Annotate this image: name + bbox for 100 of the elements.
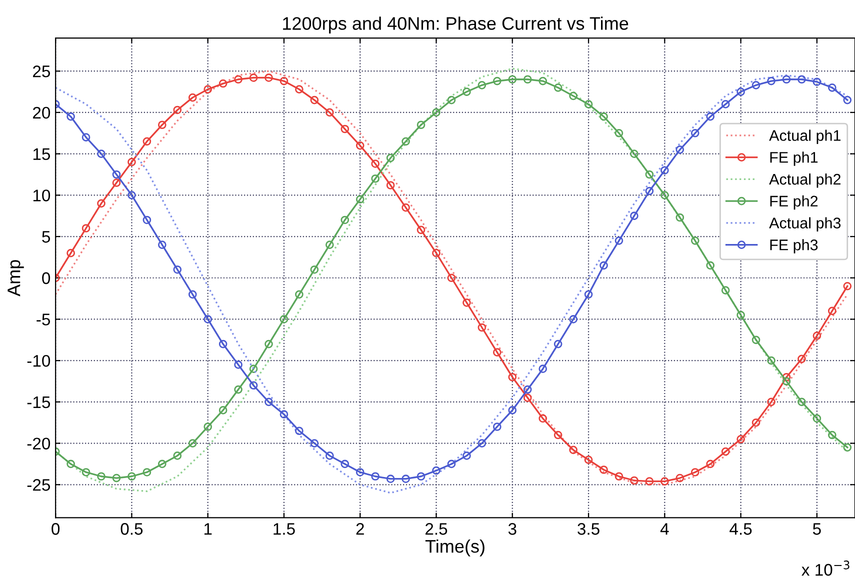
point [325,108,334,117]
point [538,76,548,86]
point [386,154,395,162]
point [614,236,624,245]
point [128,191,136,200]
point [249,364,258,374]
point [188,93,197,102]
point [249,74,258,82]
point [310,439,319,448]
point [736,88,745,96]
point [584,456,593,464]
point [188,439,197,448]
x-tick-label: 1.5 [274,523,295,535]
point [721,447,730,456]
point [218,340,228,348]
point [676,474,684,482]
point [249,381,258,390]
point [128,158,136,166]
point [340,216,350,224]
point [736,310,745,320]
point [660,477,669,486]
point [492,348,502,356]
point [112,474,121,482]
point [614,472,624,481]
y-axis-title: Amp [8,260,24,296]
point [569,315,578,324]
point [310,265,319,274]
point [630,476,638,485]
point [97,199,106,208]
point [173,265,182,274]
point [128,472,136,481]
point [554,430,562,440]
point [630,212,638,220]
point [569,92,578,100]
point [706,261,715,270]
point [523,394,532,402]
point [812,414,822,423]
point [736,434,745,444]
point [508,406,517,414]
point [843,443,852,452]
point [721,286,730,294]
x-tick-label: 1 [204,523,212,535]
point [356,195,364,204]
point [447,460,456,468]
point [584,100,593,108]
point [416,120,426,130]
point [295,290,304,299]
point [782,372,791,382]
point [447,274,456,282]
point [767,76,776,86]
point [706,460,715,468]
point [721,100,730,108]
x-tick-label: 4.5 [730,523,752,535]
point [812,332,822,340]
point [523,385,532,394]
y-tick-label: -10 [27,354,50,367]
point [371,472,380,481]
x-tick-label: 3.5 [578,523,600,535]
point [752,81,760,90]
y-tick-label: -5 [36,314,50,326]
x-tick-label: 3 [508,523,516,535]
point [188,290,197,299]
point [690,468,700,476]
point [264,340,273,348]
point [97,150,106,158]
point [295,426,304,436]
point [843,96,852,104]
point [142,216,152,224]
point [492,422,502,431]
point [371,174,380,183]
point [843,282,852,290]
point [204,422,212,431]
point [828,306,836,316]
point [645,170,654,179]
point [645,186,654,196]
point [508,372,517,382]
point [340,460,350,468]
point [295,85,304,94]
y-tick-label: 10 [33,190,50,202]
point [478,439,486,448]
point [462,452,471,460]
point [204,85,212,94]
x-tick-label: 2.5 [426,523,448,535]
point [600,112,608,121]
point [676,146,684,154]
point [402,203,410,212]
point [630,150,638,158]
point [690,128,700,138]
point [492,76,502,86]
x-tick-label: 5 [812,523,821,535]
point [706,112,715,121]
y-tick-label: -25 [27,479,50,491]
legend-label: Actual ph1 [769,130,841,144]
point [402,474,410,484]
point [325,452,334,460]
point [66,460,75,468]
point [782,377,791,386]
point [142,468,152,476]
point [386,474,395,484]
point [447,96,456,104]
